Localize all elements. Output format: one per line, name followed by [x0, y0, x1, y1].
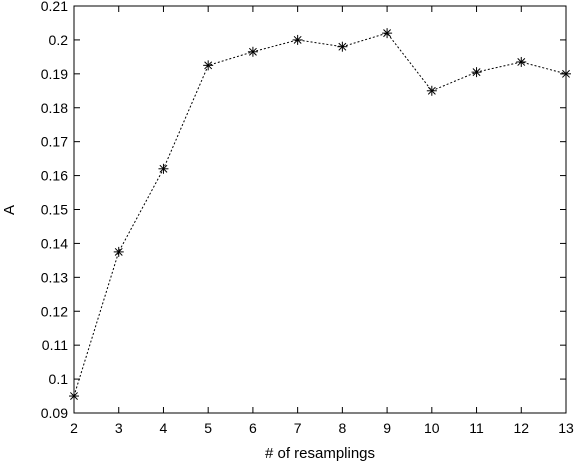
y-axis: 0.09 0.1 0.11 0.12 0.13 0.14 0.15 0.16 0.17 0.18 0… — [41, 0, 566, 421]
y-tick-label: 0.09 — [41, 405, 68, 421]
data-point — [203, 60, 214, 71]
plot-area — [73, 5, 567, 414]
data-point — [247, 46, 258, 57]
y-tick-label: 0.15 — [41, 202, 68, 218]
y-axis-label: A — [1, 205, 18, 215]
data-point — [113, 246, 124, 257]
y-tick-label: 0.17 — [41, 134, 68, 150]
x-axis: 2 3 4 5 6 7 8 9 10 11 12 13 — [70, 6, 574, 436]
y-tick-label: 0.13 — [41, 269, 68, 285]
y-tick-label: 0.11 — [42, 337, 68, 353]
y-tick-label: 0.18 — [41, 100, 68, 116]
x-tick-label: 11 — [469, 420, 484, 436]
data-point — [426, 85, 437, 96]
x-tick-label: 9 — [383, 420, 391, 436]
x-tick-label: 6 — [249, 420, 257, 436]
data-point — [516, 56, 527, 67]
series-line — [73, 32, 567, 397]
x-tick-label: 10 — [424, 420, 440, 436]
series — [69, 28, 571, 402]
data-point — [158, 163, 169, 174]
x-tick-label: 4 — [160, 420, 168, 436]
x-tick-label: 2 — [70, 420, 78, 436]
data-point — [382, 28, 393, 39]
y-tick-label: 0.1 — [49, 371, 69, 387]
y-tick-label: 0.19 — [41, 66, 68, 82]
data-point — [471, 67, 482, 78]
y-tick-label: 0.2 — [49, 32, 69, 48]
y-tick-label: 0.14 — [41, 235, 68, 251]
x-tick-label: 8 — [338, 420, 346, 436]
y-tick-label: 0.16 — [41, 168, 68, 184]
data-point — [337, 41, 348, 52]
data-point — [292, 34, 303, 45]
x-tick-label: 3 — [115, 420, 123, 436]
y-tick-label: 0.12 — [41, 303, 68, 319]
data-point — [561, 68, 571, 79]
x-tick-label: 13 — [558, 420, 574, 436]
x-tick-label: 7 — [294, 420, 302, 436]
y-tick-label: 0.21 — [41, 0, 68, 14]
x-tick-label: 5 — [204, 420, 212, 436]
plot-frame — [73, 5, 567, 414]
data-point — [69, 391, 79, 402]
x-axis-label: # of resamplings — [265, 445, 375, 461]
x-tick-label: 12 — [513, 420, 529, 436]
